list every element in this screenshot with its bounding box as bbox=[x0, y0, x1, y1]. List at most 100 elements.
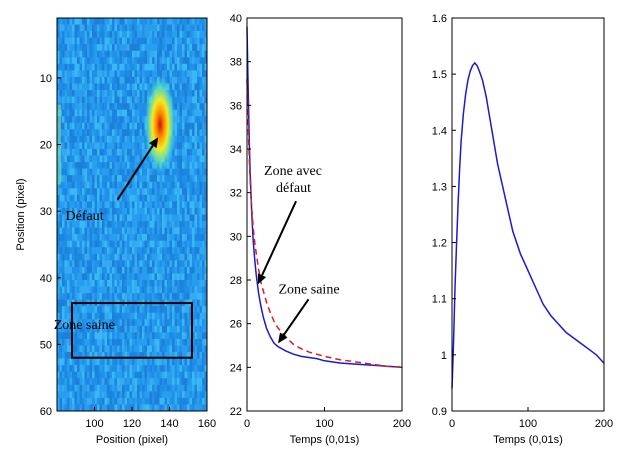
heatmap-cell bbox=[197, 162, 200, 169]
heatmap-cell bbox=[59, 90, 63, 97]
heatmap-cell bbox=[204, 96, 208, 104]
heatmap-cell bbox=[74, 260, 78, 268]
heatmap-cell bbox=[189, 162, 193, 169]
curves-y-tick-label: 30 bbox=[230, 231, 242, 243]
heatmap-cell bbox=[77, 378, 80, 386]
heatmap-cell bbox=[164, 384, 168, 392]
heatmap-cell bbox=[159, 352, 163, 359]
heatmap-cell bbox=[94, 247, 98, 255]
heatmap-cell bbox=[92, 384, 95, 392]
heatmap-cell bbox=[159, 214, 163, 222]
heatmap-cell bbox=[84, 352, 88, 359]
heatmap-cell bbox=[192, 299, 195, 307]
heatmap-cell bbox=[144, 76, 148, 84]
heatmap-cell bbox=[127, 371, 130, 379]
heatmap-cell bbox=[74, 109, 78, 117]
heatmap-cell bbox=[202, 181, 205, 189]
heatmap-cell bbox=[132, 253, 135, 261]
heatmap-cell bbox=[182, 37, 185, 45]
heatmap-cell bbox=[144, 227, 148, 235]
heatmap-cell bbox=[77, 181, 80, 189]
heatmap-cell bbox=[142, 214, 145, 222]
heatmap-cell bbox=[64, 312, 68, 320]
heatmap-cell bbox=[172, 76, 175, 84]
heatmap-cell bbox=[102, 352, 105, 359]
heatmap-cell bbox=[92, 116, 95, 124]
heatmap-cell bbox=[134, 221, 138, 228]
heatmap-cell bbox=[149, 384, 153, 392]
heatmap-cell bbox=[197, 345, 200, 353]
heatmap-cell bbox=[64, 31, 68, 38]
heatmap-cell bbox=[62, 280, 65, 287]
heatmap-cell bbox=[122, 201, 125, 209]
heatmap-cell bbox=[94, 201, 98, 209]
heatmap-cell bbox=[122, 168, 125, 176]
heatmap-cell bbox=[202, 365, 205, 372]
heatmap-cell bbox=[159, 345, 163, 353]
heatmap-cell bbox=[87, 44, 90, 52]
heatmap-cell bbox=[169, 201, 173, 209]
heatmap-cell bbox=[134, 103, 138, 110]
heatmap-cell bbox=[172, 194, 175, 202]
heatmap-cell bbox=[127, 221, 130, 228]
heatmap-cell bbox=[147, 365, 150, 372]
heatmap-cell bbox=[59, 306, 63, 314]
heatmap-cell bbox=[72, 168, 75, 176]
heatmap-cell bbox=[199, 312, 203, 320]
heatmap-cell bbox=[64, 280, 68, 287]
heatmap-cell bbox=[77, 50, 80, 58]
heatmap-cell bbox=[187, 76, 190, 84]
heatmap-cell bbox=[72, 338, 75, 346]
heatmap-cell bbox=[197, 365, 200, 372]
heatmap-cell bbox=[62, 286, 65, 294]
heatmap-cell bbox=[157, 332, 160, 340]
heatmap-cell bbox=[137, 103, 140, 110]
heatmap-cell bbox=[107, 358, 110, 366]
heatmap-cell bbox=[72, 37, 75, 45]
heatmap-cell bbox=[92, 312, 95, 320]
heatmap-cell bbox=[102, 214, 105, 222]
heatmap-cell bbox=[92, 338, 95, 346]
heatmap-cell bbox=[147, 397, 150, 405]
heatmap-cell bbox=[119, 44, 123, 52]
heatmap-cell bbox=[164, 266, 168, 274]
heatmap-cell bbox=[127, 76, 130, 84]
heatmap-cell bbox=[169, 214, 173, 222]
heatmap-cell bbox=[124, 378, 128, 386]
heatmap-cell bbox=[202, 122, 205, 130]
heatmap-cell bbox=[62, 293, 65, 300]
heatmap-cell bbox=[119, 194, 123, 202]
heatmap-cell bbox=[162, 57, 165, 65]
heatmap-cell bbox=[117, 129, 120, 137]
heatmap-cell bbox=[199, 18, 203, 25]
heatmap-cell bbox=[129, 358, 133, 366]
heatmap-cell bbox=[182, 149, 185, 156]
heatmap-cell bbox=[182, 155, 185, 163]
heatmap-cell bbox=[204, 168, 208, 176]
heatmap-cell bbox=[67, 129, 70, 137]
heatmap-cell bbox=[109, 266, 113, 274]
heatmap-cell bbox=[124, 122, 128, 130]
heatmap-cell bbox=[107, 194, 110, 202]
heatmap-cell bbox=[107, 214, 110, 222]
heatmap-cell bbox=[204, 181, 208, 189]
heatmap-cell bbox=[204, 273, 208, 281]
heatmap-cell bbox=[184, 129, 188, 137]
heatmap-cell bbox=[84, 37, 88, 45]
heatmap-cell bbox=[107, 168, 110, 176]
heatmap-cell bbox=[194, 96, 198, 104]
heatmap-cell bbox=[89, 31, 93, 38]
heatmap-cell bbox=[184, 266, 188, 274]
heatmap-cell bbox=[72, 96, 75, 104]
heatmap-cell bbox=[189, 286, 193, 294]
heatmap-cell bbox=[57, 18, 60, 25]
heatmap-cell bbox=[184, 293, 188, 300]
heatmap-cell bbox=[147, 312, 150, 320]
heatmap-cell bbox=[167, 44, 170, 52]
heatmap-cell bbox=[172, 253, 175, 261]
heatmap-cell bbox=[122, 109, 125, 117]
heatmap-cell bbox=[189, 129, 193, 137]
heatmap-cell bbox=[149, 352, 153, 359]
heatmap-cell bbox=[62, 83, 65, 91]
heatmap-cell bbox=[144, 286, 148, 294]
